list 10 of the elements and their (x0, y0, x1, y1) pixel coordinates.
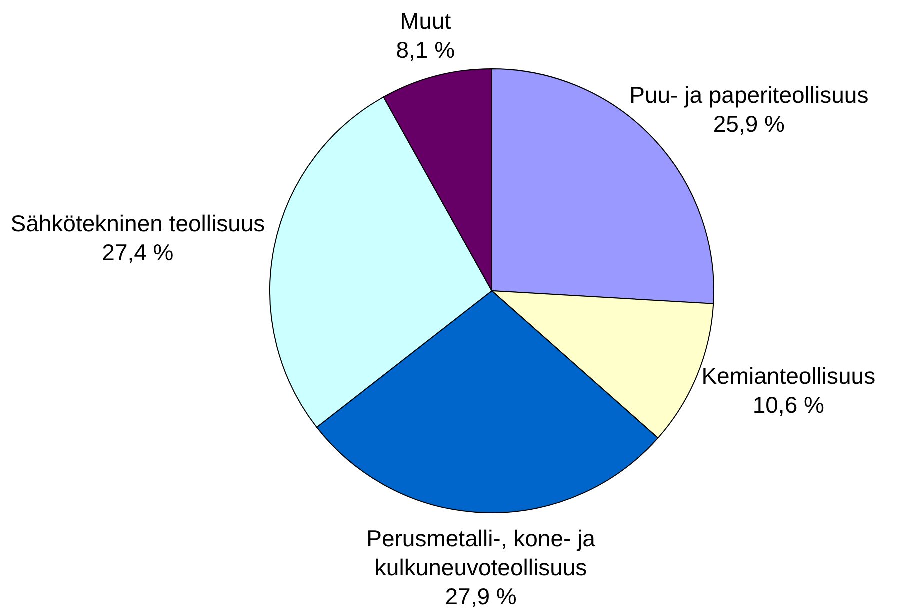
data-label: 8,1 % (396, 36, 456, 63)
data-label: 25,9 % (713, 111, 785, 138)
data-label: 27,4 % (102, 239, 174, 266)
data-label: 10,6 % (752, 392, 824, 418)
data-label: 27,9 % (445, 583, 517, 610)
slice-label: Perusmetalli-, kone- ja kulkuneuvoteollisuus (366, 525, 596, 580)
slice-label: Kemianteollisuus (702, 362, 876, 389)
slice-label: Sähkötekninen teollisuus (10, 210, 266, 236)
slice-label: Puu- ja paperiteollisuus (630, 82, 869, 108)
slice-label: Muut (400, 8, 452, 34)
